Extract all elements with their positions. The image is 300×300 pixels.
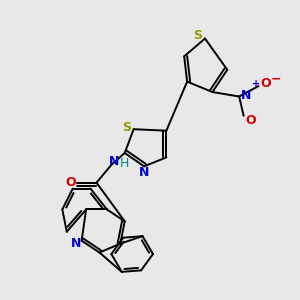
Text: S: S	[122, 121, 131, 134]
Text: O: O	[261, 76, 271, 90]
Text: +: +	[252, 79, 260, 89]
Text: −: −	[271, 72, 282, 85]
Text: O: O	[246, 114, 256, 127]
Text: O: O	[65, 176, 76, 189]
Text: H: H	[120, 157, 129, 170]
Text: N: N	[241, 88, 251, 101]
Text: N: N	[109, 155, 119, 168]
Text: N: N	[70, 237, 81, 250]
Text: N: N	[139, 166, 149, 179]
Text: S: S	[193, 29, 202, 42]
